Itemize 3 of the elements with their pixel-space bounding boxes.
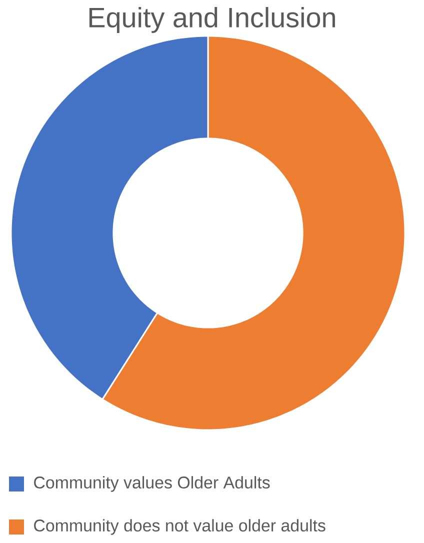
chart-title: Equity and Inclusion (89, 7, 335, 33)
legend-label: Community values Older Adults (34, 476, 270, 492)
legend-label: Community does not value older adults (34, 519, 326, 535)
